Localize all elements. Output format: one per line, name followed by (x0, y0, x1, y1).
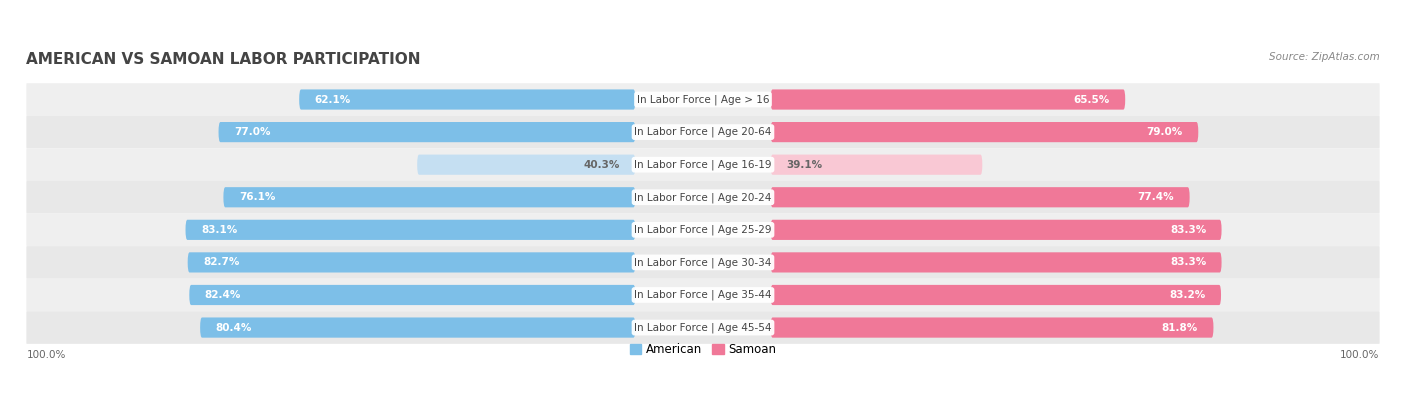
Text: 81.8%: 81.8% (1161, 323, 1198, 333)
FancyBboxPatch shape (27, 116, 1379, 149)
Text: In Labor Force | Age 45-54: In Labor Force | Age 45-54 (634, 322, 772, 333)
Text: In Labor Force | Age 16-19: In Labor Force | Age 16-19 (634, 160, 772, 170)
Text: In Labor Force | Age 20-64: In Labor Force | Age 20-64 (634, 127, 772, 137)
Text: 83.1%: 83.1% (201, 225, 238, 235)
Text: 80.4%: 80.4% (215, 323, 252, 333)
FancyBboxPatch shape (299, 89, 636, 110)
Text: 83.3%: 83.3% (1170, 225, 1206, 235)
FancyBboxPatch shape (224, 187, 636, 207)
Text: 82.7%: 82.7% (202, 258, 239, 267)
Text: In Labor Force | Age 20-24: In Labor Force | Age 20-24 (634, 192, 772, 203)
FancyBboxPatch shape (770, 252, 1222, 273)
Text: Source: ZipAtlas.com: Source: ZipAtlas.com (1268, 52, 1379, 62)
Text: 100.0%: 100.0% (1340, 350, 1379, 360)
FancyBboxPatch shape (770, 285, 1220, 305)
FancyBboxPatch shape (27, 214, 1379, 246)
Text: 82.4%: 82.4% (205, 290, 240, 300)
FancyBboxPatch shape (27, 246, 1379, 279)
Text: 40.3%: 40.3% (583, 160, 620, 170)
Text: 77.4%: 77.4% (1137, 192, 1174, 202)
Text: In Labor Force | Age > 16: In Labor Force | Age > 16 (637, 94, 769, 105)
FancyBboxPatch shape (27, 311, 1379, 344)
Text: 65.5%: 65.5% (1074, 94, 1109, 105)
FancyBboxPatch shape (770, 220, 1222, 240)
Legend: American, Samoan: American, Samoan (624, 338, 782, 361)
FancyBboxPatch shape (418, 154, 636, 175)
FancyBboxPatch shape (770, 187, 1189, 207)
Text: In Labor Force | Age 35-44: In Labor Force | Age 35-44 (634, 290, 772, 300)
Text: 83.3%: 83.3% (1170, 258, 1206, 267)
FancyBboxPatch shape (27, 149, 1379, 181)
Text: AMERICAN VS SAMOAN LABOR PARTICIPATION: AMERICAN VS SAMOAN LABOR PARTICIPATION (27, 52, 420, 67)
FancyBboxPatch shape (770, 154, 983, 175)
FancyBboxPatch shape (27, 83, 1379, 116)
Text: 77.0%: 77.0% (233, 127, 270, 137)
FancyBboxPatch shape (27, 181, 1379, 214)
Text: 79.0%: 79.0% (1147, 127, 1182, 137)
Text: 39.1%: 39.1% (786, 160, 823, 170)
Text: 83.2%: 83.2% (1170, 290, 1206, 300)
Text: 76.1%: 76.1% (239, 192, 276, 202)
Text: 100.0%: 100.0% (27, 350, 66, 360)
Text: 62.1%: 62.1% (315, 94, 352, 105)
FancyBboxPatch shape (190, 285, 636, 305)
FancyBboxPatch shape (218, 122, 636, 142)
Text: In Labor Force | Age 25-29: In Labor Force | Age 25-29 (634, 225, 772, 235)
FancyBboxPatch shape (187, 252, 636, 273)
FancyBboxPatch shape (770, 89, 1125, 110)
FancyBboxPatch shape (770, 318, 1213, 338)
FancyBboxPatch shape (770, 122, 1198, 142)
FancyBboxPatch shape (27, 279, 1379, 311)
FancyBboxPatch shape (200, 318, 636, 338)
Text: In Labor Force | Age 30-34: In Labor Force | Age 30-34 (634, 257, 772, 268)
FancyBboxPatch shape (186, 220, 636, 240)
